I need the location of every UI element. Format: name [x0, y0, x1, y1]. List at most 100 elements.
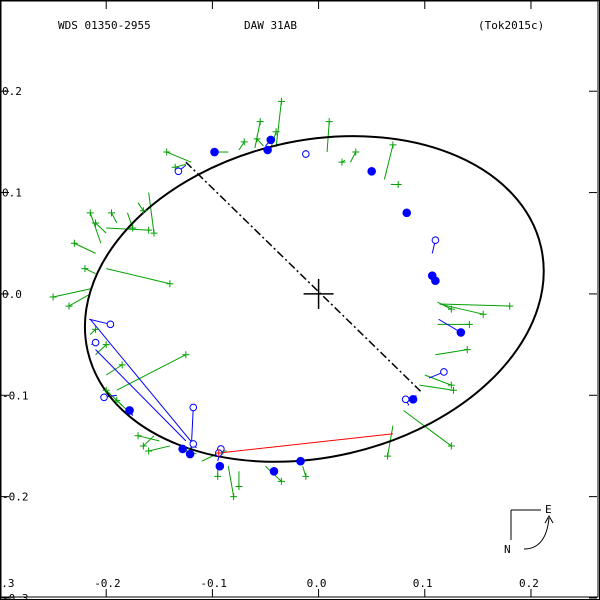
micrometer-point [214, 472, 222, 480]
y-tick-label: -0.3 [2, 592, 29, 600]
micrometer-point [325, 118, 333, 126]
speckle-open-point [189, 440, 198, 448]
micrometer-point [447, 305, 455, 313]
micrometer-residual [95, 344, 107, 356]
speckle-filled-point [178, 444, 187, 454]
x-tick-label: -0.2 [94, 577, 121, 590]
micrometer-point [139, 442, 147, 450]
speckle-filled-point [431, 276, 440, 286]
micrometer-residual [383, 144, 394, 180]
micrometer-point [118, 361, 126, 369]
micrometer-point [449, 386, 457, 394]
micrometer-point [235, 482, 243, 490]
micrometer-point [163, 148, 171, 156]
micrometer-residual [143, 435, 155, 447]
micrometer-residual [148, 445, 171, 452]
micrometer-point [230, 493, 238, 501]
micrometer-point [277, 97, 285, 105]
x-tick-label: -0.1 [200, 577, 227, 590]
compass: E N [504, 503, 554, 556]
speckle-open-point [401, 395, 410, 404]
micrometer-residual [137, 435, 160, 442]
speckle-open-point [100, 393, 108, 402]
micrometer-residual [166, 151, 192, 163]
speckle-filled-point [408, 395, 418, 404]
orbit-layer [83, 135, 545, 463]
speckle-filled-point [296, 456, 305, 466]
y-tick-label: 0.1 [2, 187, 22, 200]
speckle-residual [89, 318, 197, 449]
micrometer-point [102, 386, 110, 394]
micrometer-point [65, 302, 73, 310]
micrometer-residual [254, 121, 261, 149]
compass-arrow-head-icon [544, 514, 554, 524]
micrometer-residual [439, 303, 510, 307]
micrometer-point [272, 128, 280, 136]
speckle-filled-point [367, 166, 376, 176]
y-tick-label: -0.1 [2, 389, 29, 402]
micrometer-point [389, 141, 397, 149]
micrometer-point [150, 229, 158, 237]
micrometer-point [394, 180, 402, 188]
micrometer-residual [435, 349, 468, 356]
x-tick-label: 0.1 [413, 577, 433, 590]
micrometer-residual [116, 354, 187, 391]
micrometer-point [506, 302, 514, 310]
micrometer-point [352, 148, 360, 156]
x-tick-label: -0.3 [0, 577, 15, 590]
speckle-open-point [431, 236, 440, 245]
speckle-filled-point [263, 145, 272, 155]
micrometer-point [465, 320, 473, 328]
micrometer-point [463, 346, 471, 354]
speckle-open-point [91, 338, 100, 347]
x-tick-label: 0.0 [307, 577, 327, 590]
micrometer-point [166, 280, 174, 288]
header-left: WDS 01350-2955 [58, 19, 151, 32]
micrometer-residual [175, 163, 186, 168]
compass-east-label: E [545, 503, 552, 516]
micrometer-residual [419, 384, 454, 391]
micrometer-point [145, 447, 153, 455]
micrometer-point [256, 118, 264, 126]
micrometer-point [92, 219, 100, 227]
highlight-residual [218, 433, 393, 454]
micrometer-point [113, 396, 121, 404]
micrometer-point [70, 239, 78, 247]
compass-north-label: N [504, 543, 511, 556]
micrometer-point [86, 209, 94, 217]
micrometer-residual [105, 389, 123, 406]
micrometer-residual [275, 101, 282, 148]
y-tick-label: -0.2 [2, 491, 29, 504]
speckle-open-point [106, 320, 115, 329]
micrometer-residual [89, 329, 96, 335]
micrometer-point [240, 138, 248, 146]
micrometer-residual [227, 466, 235, 497]
speckle-filled-point [125, 406, 134, 415]
micrometer-residual [349, 151, 357, 163]
micrometer-residual [256, 138, 264, 147]
header-center: DAW 31AB [244, 19, 297, 32]
micrometer-point [139, 207, 147, 215]
speckle-open-point [440, 368, 448, 376]
micrometer-point [447, 381, 455, 389]
micrometer-residual [84, 268, 96, 275]
speckle-residual [438, 318, 462, 333]
speckle-open-point [189, 403, 198, 412]
y-tick-label: 0.2 [2, 85, 22, 98]
speckle-open-point [302, 150, 310, 158]
micrometer-residual [126, 212, 134, 229]
micrometer-residual [89, 212, 102, 244]
micrometer-residual [95, 222, 107, 234]
micrometer-point [253, 135, 261, 143]
micrometer-residual [403, 410, 452, 447]
micrometer-residual [424, 374, 452, 386]
micrometer-residual [111, 212, 118, 224]
micrometer-residual [106, 268, 171, 285]
micrometer-residual [74, 242, 96, 254]
micrometer-residual [302, 466, 307, 477]
micrometer-point [182, 351, 190, 359]
micrometer-point [92, 325, 100, 333]
micrometer-point [145, 226, 153, 234]
